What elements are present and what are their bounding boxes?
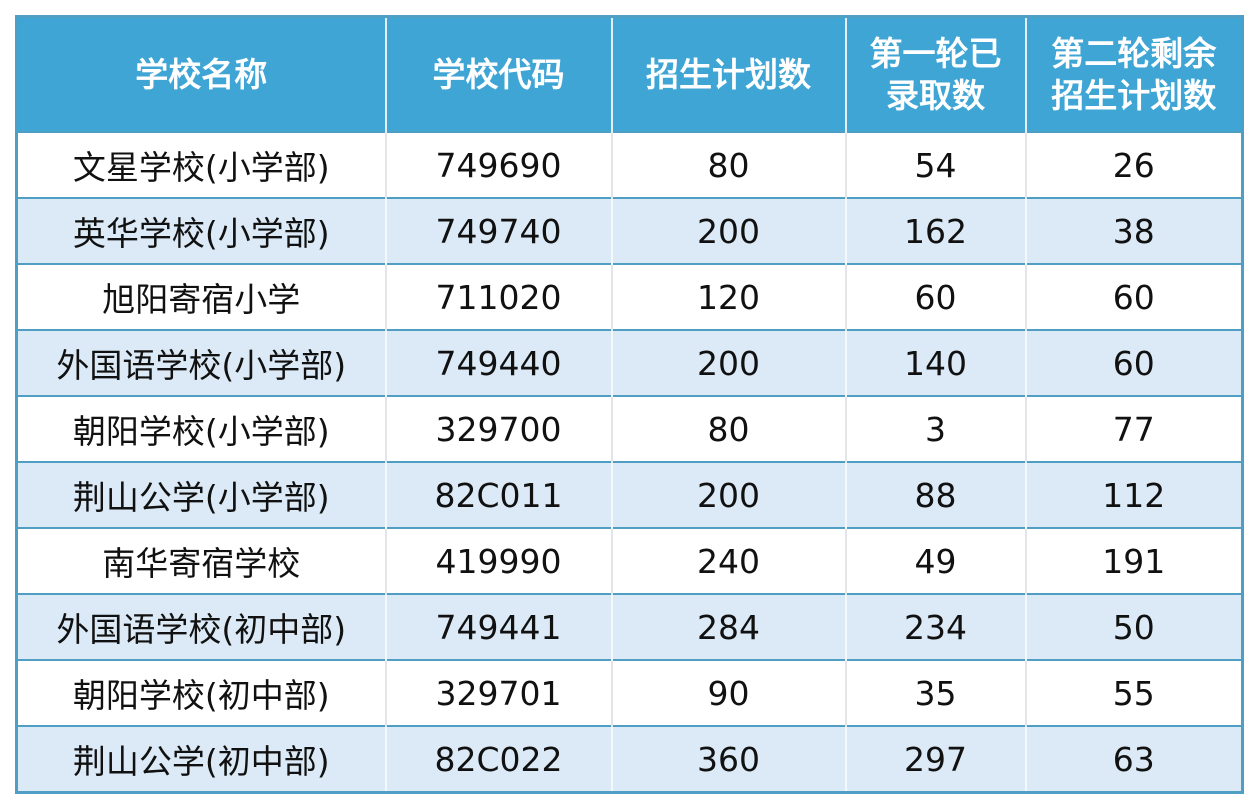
header-line: 学校名称 xyxy=(135,54,268,94)
cell-round2-remaining: 63 xyxy=(1025,725,1243,793)
cell-enrollment-plan: 120 xyxy=(611,263,847,330)
column-header-round1-admitted: 第一轮已 录取数 xyxy=(845,16,1027,132)
cell-round1-admitted: 140 xyxy=(845,329,1027,396)
cell-round1-admitted: 297 xyxy=(845,725,1027,793)
admission-table: 学校名称 学校代码 招生计划数 第一轮已 录取数 第二轮剩余 招生计划数 文星学校(小学部)… xyxy=(15,15,1244,794)
cell-school-code: 329701 xyxy=(385,659,613,726)
header-line: 学校代码 xyxy=(432,54,565,94)
cell-round1-admitted: 88 xyxy=(845,461,1027,528)
table-row: 外国语学校(小学部) 749440 200 140 60 xyxy=(16,329,1243,396)
cell-round1-admitted: 60 xyxy=(845,263,1027,330)
cell-round1-admitted: 3 xyxy=(845,395,1027,462)
cell-round2-remaining: 191 xyxy=(1025,527,1243,594)
cell-school-name: 荆山公学(小学部) xyxy=(16,461,387,528)
table-row: 外国语学校(初中部) 749441 284 234 50 xyxy=(16,593,1243,660)
cell-school-code: 749441 xyxy=(385,593,613,660)
table-row: 英华学校(小学部) 749740 200 162 38 xyxy=(16,197,1243,264)
table-row: 荆山公学(初中部) 82C022 360 297 63 xyxy=(16,725,1243,793)
cell-enrollment-plan: 200 xyxy=(611,461,847,528)
cell-school-name: 南华寄宿学校 xyxy=(16,527,387,594)
header-row: 学校名称 学校代码 招生计划数 第一轮已 录取数 第二轮剩余 招生计划数 xyxy=(16,16,1243,132)
table-row: 文星学校(小学部) 749690 80 54 26 xyxy=(16,131,1243,198)
cell-round1-admitted: 162 xyxy=(845,197,1027,264)
cell-round2-remaining: 60 xyxy=(1025,263,1243,330)
cell-enrollment-plan: 284 xyxy=(611,593,847,660)
header-line: 招生计划数 xyxy=(1051,75,1217,115)
cell-school-name: 荆山公学(初中部) xyxy=(16,725,387,793)
header-line: 招生计划数 xyxy=(646,54,811,94)
cell-enrollment-plan: 80 xyxy=(611,395,847,462)
cell-enrollment-plan: 200 xyxy=(611,197,847,264)
cell-round1-admitted: 54 xyxy=(845,131,1027,198)
cell-school-code: 711020 xyxy=(385,263,613,330)
cell-round1-admitted: 234 xyxy=(845,593,1027,660)
table-row: 朝阳学校(初中部) 329701 90 35 55 xyxy=(16,659,1243,726)
cell-round2-remaining: 26 xyxy=(1025,131,1243,198)
cell-school-code: 749690 xyxy=(385,131,613,198)
cell-school-name: 旭阳寄宿小学 xyxy=(16,263,387,330)
cell-school-name: 外国语学校(小学部) xyxy=(16,329,387,396)
column-header-school-name: 学校名称 xyxy=(16,16,387,132)
cell-school-name: 文星学校(小学部) xyxy=(16,131,387,198)
cell-round2-remaining: 38 xyxy=(1025,197,1243,264)
cell-school-name: 朝阳学校(初中部) xyxy=(16,659,387,726)
cell-enrollment-plan: 240 xyxy=(611,527,847,594)
cell-round2-remaining: 60 xyxy=(1025,329,1243,396)
table-row: 朝阳学校(小学部) 329700 80 3 77 xyxy=(16,395,1243,462)
cell-enrollment-plan: 80 xyxy=(611,131,847,198)
cell-enrollment-plan: 90 xyxy=(611,659,847,726)
header-line: 录取数 xyxy=(886,75,985,115)
cell-school-code: 419990 xyxy=(385,527,613,594)
table-row: 南华寄宿学校 419990 240 49 191 xyxy=(16,527,1243,594)
cell-school-code: 329700 xyxy=(385,395,613,462)
column-header-round2-remaining: 第二轮剩余 招生计划数 xyxy=(1025,16,1243,132)
cell-school-code: 749740 xyxy=(385,197,613,264)
cell-round1-admitted: 35 xyxy=(845,659,1027,726)
header-line: 第一轮已 xyxy=(869,33,1002,73)
cell-enrollment-plan: 200 xyxy=(611,329,847,396)
cell-enrollment-plan: 360 xyxy=(611,725,847,793)
cell-round2-remaining: 77 xyxy=(1025,395,1243,462)
cell-round1-admitted: 49 xyxy=(845,527,1027,594)
cell-round2-remaining: 112 xyxy=(1025,461,1243,528)
cell-school-code: 82C022 xyxy=(385,725,613,793)
cell-school-code: 749440 xyxy=(385,329,613,396)
cell-school-name: 外国语学校(初中部) xyxy=(16,593,387,660)
cell-school-code: 82C011 xyxy=(385,461,613,528)
table-row: 旭阳寄宿小学 711020 120 60 60 xyxy=(16,263,1243,330)
cell-school-name: 朝阳学校(小学部) xyxy=(16,395,387,462)
column-header-school-code: 学校代码 xyxy=(385,16,613,132)
cell-school-name: 英华学校(小学部) xyxy=(16,197,387,264)
header-line: 第二轮剩余 xyxy=(1051,33,1217,73)
cell-round2-remaining: 50 xyxy=(1025,593,1243,660)
table-row: 荆山公学(小学部) 82C011 200 88 112 xyxy=(16,461,1243,528)
cell-round2-remaining: 55 xyxy=(1025,659,1243,726)
column-header-enrollment-plan: 招生计划数 xyxy=(611,16,847,132)
